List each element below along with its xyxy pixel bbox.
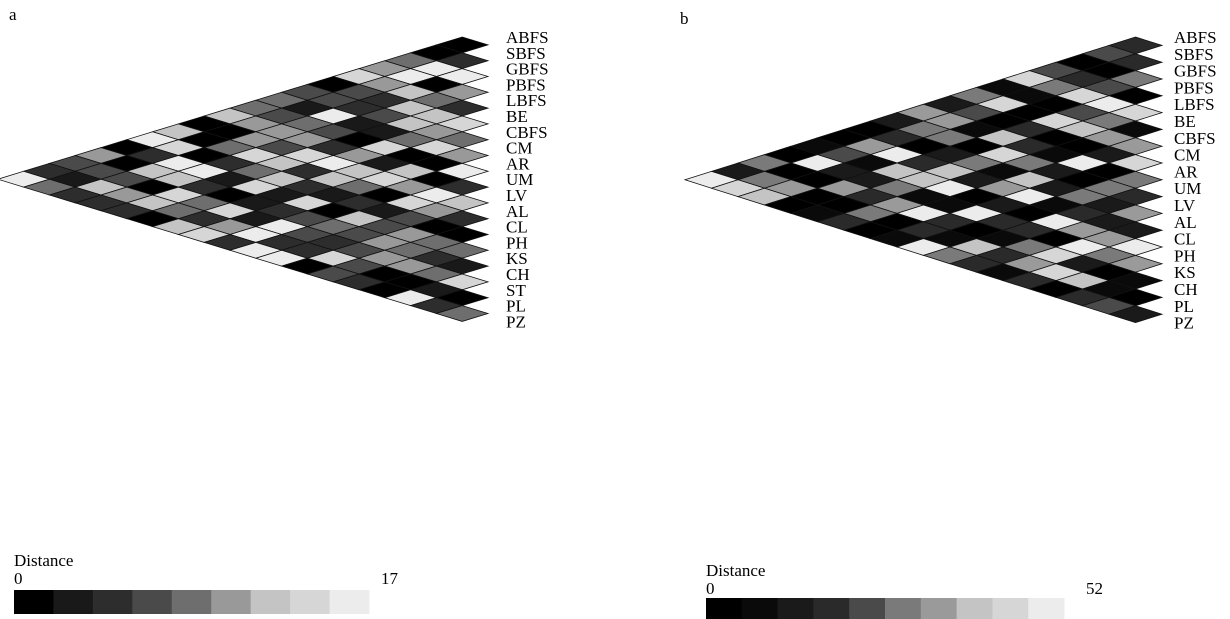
- panel-a-row-label: SBFS: [506, 44, 546, 63]
- panel-b-scale-swatch: [956, 598, 993, 619]
- panel-b-row-label: LV: [1174, 196, 1196, 215]
- panel-a-row-label: BE: [506, 107, 528, 126]
- panel-b-letter: b: [680, 9, 689, 28]
- panel-a-row-label: LV: [506, 186, 528, 205]
- panel-a-row-label: CM: [506, 139, 532, 158]
- panel-a-row-label: CL: [506, 218, 528, 237]
- panel-a-row-label: PL: [506, 297, 526, 316]
- panel-b-row-label: PL: [1174, 297, 1194, 316]
- panel-a-scale-max: 17: [381, 569, 399, 588]
- panel-b-scale-swatch: [885, 598, 922, 619]
- panel-a-scale-swatch: [329, 590, 370, 614]
- panel-b-row-label: ABFS: [1174, 28, 1217, 47]
- panel-b-row-label: UM: [1174, 179, 1201, 198]
- panel-a-row-label: AR: [506, 154, 530, 173]
- panel-a-scale-swatch: [211, 590, 252, 614]
- panel-b-row-label: PBFS: [1174, 78, 1214, 97]
- panel-b-row-label: PH: [1174, 246, 1196, 265]
- panel-b-scale-swatch: [741, 598, 779, 619]
- panel-b-row-label: CM: [1174, 146, 1200, 165]
- panel-a-cell-PL-PZ: [435, 305, 490, 322]
- panel-a-row-label: PH: [506, 233, 528, 252]
- panel-a-row-label: LBFS: [506, 91, 547, 110]
- panel-b-scale-swatch: [849, 598, 886, 619]
- panel-b-row-label: AR: [1174, 162, 1198, 181]
- panel-a-row-label: ABFS: [506, 28, 549, 47]
- panel-b-heatmap: [683, 36, 1164, 324]
- panel-b-scale-max: 52: [1086, 579, 1103, 598]
- panel-a-letter: a: [9, 5, 17, 24]
- panel-a-row-label: PBFS: [506, 75, 546, 94]
- panel-b-row-label: CBFS: [1174, 129, 1216, 148]
- panel-b-scale-swatch: [813, 598, 850, 619]
- panel-b-row-labels: ABFSSBFSGBFSPBFSLBFSBECBFSCMARUMLVALCLPH…: [1174, 28, 1217, 333]
- panel-a-row-labels: ABFSSBFSGBFSPBFSLBFSBECBFSCMARUMLVALCLPH…: [506, 28, 549, 331]
- panel-a-legend-title: Distance: [14, 551, 73, 570]
- panel-b-scale-swatch: [777, 598, 814, 619]
- panel-a-row-label: PZ: [506, 312, 526, 331]
- panel-a-scale-swatch: [132, 590, 173, 614]
- panel-a-scale-swatch: [250, 590, 291, 614]
- panel-b-row-label: CL: [1174, 230, 1196, 249]
- panel-b-color-scale: [706, 598, 1065, 619]
- panel-a-heatmap: [0, 36, 490, 322]
- panel-b-row-label: KS: [1174, 263, 1196, 282]
- panel-b-scale-min: 0: [706, 579, 715, 598]
- panel-b-row-label: AL: [1174, 213, 1197, 232]
- panel-a-scale-swatch: [290, 590, 331, 614]
- panel-a-row-label: CH: [506, 265, 530, 284]
- panel-b-row-label: BE: [1174, 112, 1196, 131]
- panel-a-color-scale: [14, 590, 370, 614]
- panel-a-row-label: GBFS: [506, 60, 549, 79]
- panel-b-cell-PL-PZ: [1107, 305, 1164, 324]
- panel-b-row-label: SBFS: [1174, 45, 1214, 64]
- panel-b-row-label: GBFS: [1174, 62, 1217, 81]
- panel-b-row-label: LBFS: [1174, 95, 1215, 114]
- panel-a-row-label: UM: [506, 170, 533, 189]
- panel-a-row-label: AL: [506, 202, 529, 221]
- panel-b-scale-swatch: [992, 598, 1029, 619]
- panel-a: a ABFSSBFSGBFSPBFSLBFSBECBFSCMARUMLVALCL…: [0, 5, 549, 614]
- panel-b-scale-swatch: [1028, 598, 1065, 619]
- panel-b-legend-title: Distance: [706, 561, 765, 580]
- panel-a-scale-swatch: [171, 590, 212, 614]
- panel-a-scale-swatch: [53, 590, 94, 614]
- panel-b-row-label: PZ: [1174, 314, 1194, 333]
- panel-a-scale-swatch: [92, 590, 133, 614]
- panel-a-scale-min: 0: [14, 569, 23, 588]
- panel-b: b ABFSSBFSGBFSPBFSLBFSBECBFSCMARUMLVALCL…: [680, 9, 1217, 619]
- panel-a-row-label: ST: [506, 281, 526, 300]
- panel-b-scale-swatch: [706, 598, 743, 619]
- panel-a-row-label: KS: [506, 249, 528, 268]
- panel-a-scale-swatch: [14, 590, 54, 614]
- panel-a-row-label: CBFS: [506, 123, 548, 142]
- panel-b-row-label: CH: [1174, 280, 1198, 299]
- panel-b-scale-swatch: [920, 598, 958, 619]
